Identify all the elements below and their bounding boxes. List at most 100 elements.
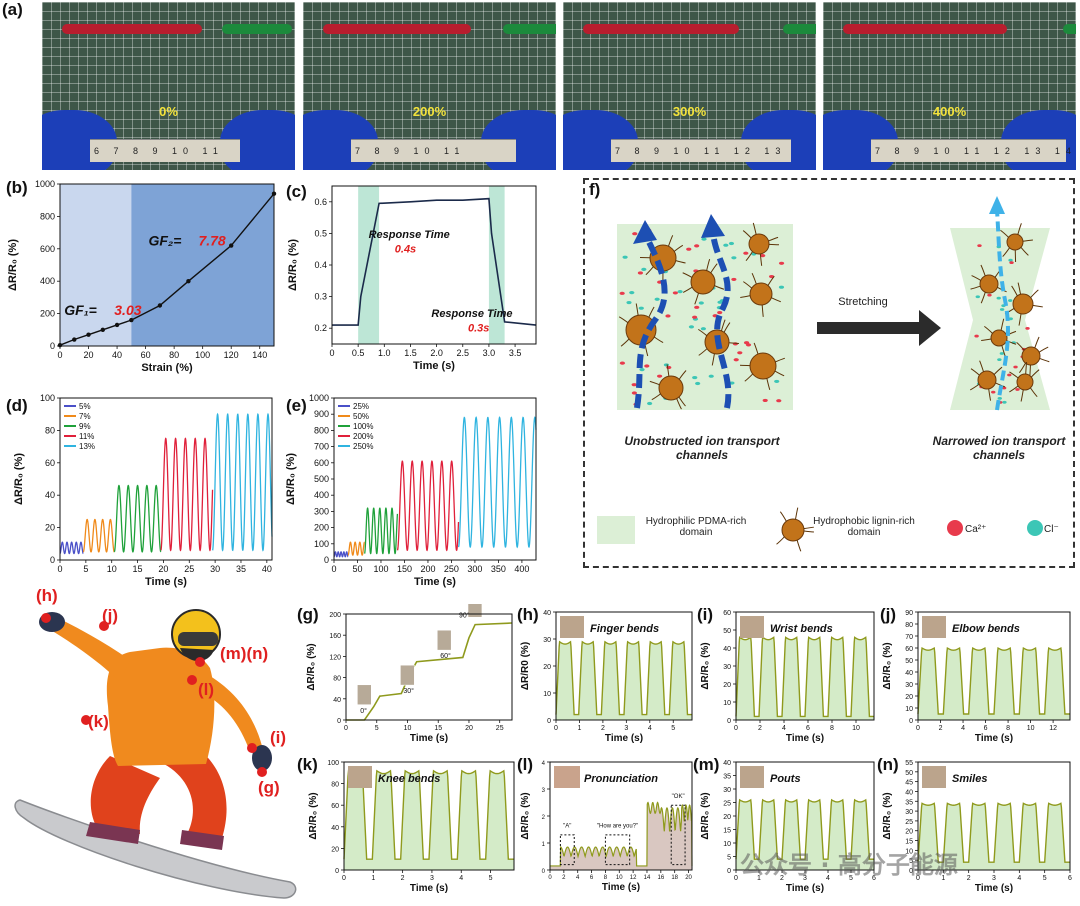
lignin-chain xyxy=(1002,247,1010,257)
lignin-chain xyxy=(668,235,674,247)
x-tick-label: 0 xyxy=(554,725,558,732)
motion-photo xyxy=(740,766,764,788)
green-wire xyxy=(222,24,292,34)
ion xyxy=(1008,299,1013,302)
ion xyxy=(657,374,663,378)
axes: 0 50 100 150 200 250 300 350 400 0 100 200 300 400 500… xyxy=(285,393,529,588)
ion xyxy=(977,244,982,248)
region-low-strain xyxy=(60,184,132,346)
series-line xyxy=(396,460,460,552)
lignin-chain xyxy=(649,380,660,386)
axes: 0 1 2 3 4 5 0 10 20 30 40 Time (s) ΔR/R0 (%) xyxy=(520,610,675,744)
y-tick-label: 70 xyxy=(905,634,913,641)
y-tick-label: 30 xyxy=(723,664,731,671)
ion xyxy=(672,291,678,295)
lignin-domain xyxy=(749,352,777,380)
ion xyxy=(974,334,979,338)
lignin-chain xyxy=(675,260,686,264)
lignin-chain xyxy=(1038,346,1049,353)
right-caption: Narrowed ion transport channels xyxy=(932,434,1066,462)
body-label-l: (l) xyxy=(198,680,215,699)
panel-label-l: (l) xyxy=(517,755,534,774)
legend-label: 250% xyxy=(353,442,373,451)
sensor-point xyxy=(257,767,267,777)
x-axis-label: Time (s) xyxy=(602,882,640,893)
legend-label: 50% xyxy=(353,412,369,421)
y-tick-label: 600 xyxy=(40,244,55,254)
lignin-chain xyxy=(676,398,682,410)
x-tick-label: 0 xyxy=(916,875,920,882)
y-tick-label: 30 xyxy=(905,809,913,816)
lignin-chain xyxy=(1022,239,1033,242)
ion xyxy=(694,244,700,248)
ion xyxy=(639,368,645,372)
legend-ion-swatch xyxy=(1027,520,1043,536)
y-axis-label: ΔR/R₀ (%) xyxy=(285,453,297,505)
ion xyxy=(1002,400,1007,404)
x-tick-label: 30 xyxy=(210,564,220,574)
y-tick-label: 40 xyxy=(905,670,913,677)
y-tick-label: 0.5 xyxy=(314,228,327,238)
lignin-domain xyxy=(1006,233,1024,251)
y-tick-label: 5 xyxy=(727,855,731,862)
ion xyxy=(677,290,683,294)
signal-area xyxy=(736,637,874,720)
y-tick-label: 300 xyxy=(314,506,329,516)
x-tick-label: 150 xyxy=(397,564,412,574)
ion xyxy=(663,363,670,367)
x-axis-label: Time (s) xyxy=(786,733,824,744)
y-tick-label: 2 xyxy=(542,815,546,821)
strain-photo: 6 7 8 9 10 11 0% xyxy=(42,2,295,170)
lignin-chain xyxy=(752,222,757,235)
ion xyxy=(1013,365,1018,369)
signal-line xyxy=(550,801,693,867)
legend-label: 7% xyxy=(79,412,91,421)
x-tick-label: 2 xyxy=(562,875,566,881)
ion xyxy=(1007,373,1012,377)
y-tick-label: 50 xyxy=(723,628,731,635)
y-tick-label: 0 xyxy=(909,868,913,875)
chart-small-strain-cycles: 0 5 10 15 20 25 30 35 40 0 20 40 60 80 100 Time (s) ΔR/R… xyxy=(13,393,273,588)
y-tick-label: 0 xyxy=(50,555,55,565)
y-tick-label: 25 xyxy=(723,801,731,808)
ion xyxy=(778,285,785,289)
ion xyxy=(619,361,626,365)
body-label-i: (i) xyxy=(270,728,287,747)
x-tick-label: 10 xyxy=(1027,725,1035,732)
legend-hydrophilic-label: Hydrophilic PDMA-rich domain xyxy=(645,516,747,538)
x-tick-label: 2.5 xyxy=(457,348,470,358)
lignin-chain xyxy=(1011,285,1018,297)
x-tick-label: 0 xyxy=(329,348,334,358)
x-tick-label: 400 xyxy=(514,564,529,574)
panel-label-k: (k) xyxy=(297,755,318,774)
gauge-point xyxy=(157,303,163,308)
lignin-chain xyxy=(993,366,1003,375)
series-line xyxy=(333,551,349,558)
axes: 0 5 10 15 20 25 30 35 40 0 20 40 60 80 100 Time (s) ΔR/R… xyxy=(13,393,272,588)
ion xyxy=(619,291,625,295)
axes: 0 1 2 3 4 5 0 20 40 60 80 100 Time (s) ΔR/R₀ (%) xyxy=(308,760,493,894)
motion-photo xyxy=(922,766,946,788)
sensor-point xyxy=(81,715,91,725)
y-tick-label: 200 xyxy=(40,309,55,319)
panel-label-h: (h) xyxy=(517,605,539,624)
gf2-label: GF₂= xyxy=(148,233,181,249)
x-axis-label: Time (s) xyxy=(413,360,455,372)
panel-label-n: (n) xyxy=(877,755,899,774)
y-tick-label: 0 xyxy=(337,718,341,725)
y-tick-label: 40 xyxy=(543,610,551,617)
legend-hydrophobic-label: Hydrophobic lignin-rich domain xyxy=(813,516,915,538)
chart-title: Pouts xyxy=(770,773,801,785)
plot-frame xyxy=(59,183,275,347)
x-axis-label: Time (s) xyxy=(975,883,1013,894)
y-tick-label: 60 xyxy=(45,458,55,468)
x-tick-label: 4 xyxy=(459,875,463,882)
narrow-channel-arrow xyxy=(995,209,1010,411)
left-arm xyxy=(54,620,130,682)
response-value-2: 0.3s xyxy=(468,322,489,334)
x-tick-label: 250 xyxy=(444,564,459,574)
panel-label-b: (b) xyxy=(6,178,28,197)
angle-label: 60° xyxy=(440,652,451,660)
ion xyxy=(698,301,704,305)
